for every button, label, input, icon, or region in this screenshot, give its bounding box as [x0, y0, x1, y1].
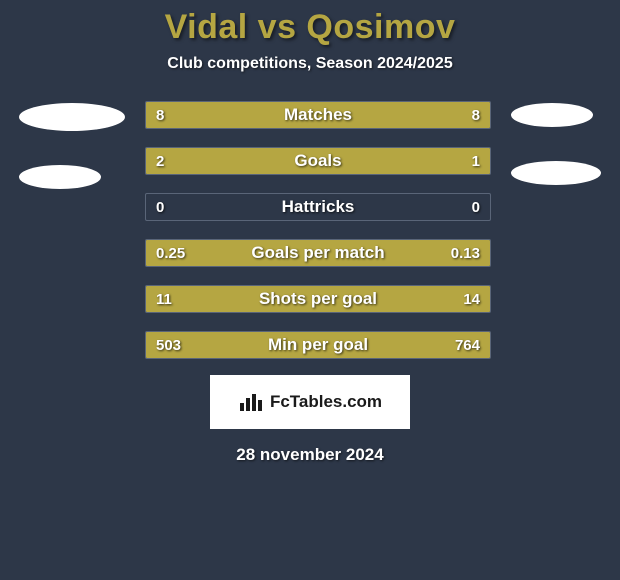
brand-text: FcTables.com [270, 392, 382, 412]
comparison-bars: 88Matches21Goals00Hattricks0.250.13Goals… [145, 101, 491, 359]
stat-bar-row: 21Goals [145, 147, 491, 175]
bars-chart-icon [238, 391, 264, 413]
stat-bar-row: 503764Min per goal [145, 331, 491, 359]
bar-value-right: 764 [455, 332, 480, 358]
player-ellipse [19, 103, 125, 131]
brand-box: FcTables.com [210, 375, 410, 429]
bar-fill-left [146, 148, 376, 174]
bar-value-right: 8 [472, 102, 480, 128]
bar-value-left: 0 [156, 194, 164, 220]
bar-value-left: 503 [156, 332, 181, 358]
player-ellipse [511, 103, 593, 127]
page-title: Vidal vs Qosimov [165, 8, 456, 47]
bar-fill-left [146, 286, 339, 312]
date-text: 28 november 2024 [236, 445, 383, 465]
bar-label: Hattricks [146, 194, 490, 220]
bar-value-right: 0.13 [451, 240, 480, 266]
player-ellipse [511, 161, 601, 185]
stat-bar-row: 88Matches [145, 101, 491, 129]
content-row: 88Matches21Goals00Hattricks0.250.13Goals… [0, 101, 620, 359]
bar-value-right: 0 [472, 194, 480, 220]
stat-bar-row: 0 0Hattricks [145, 193, 491, 221]
stat-bar-row: 1114Shots per goal [145, 285, 491, 313]
left-ellipses-group [19, 103, 125, 189]
bar-value-right: 14 [463, 286, 480, 312]
bar-fill-right [318, 102, 490, 128]
bar-fill-left [146, 102, 318, 128]
subtitle: Club competitions, Season 2024/2025 [167, 55, 452, 73]
player-ellipse [19, 165, 101, 189]
right-ellipses-group [511, 103, 601, 185]
infographic-container: Vidal vs Qosimov Club competitions, Seas… [0, 0, 620, 580]
stat-bar-row: 0.250.13Goals per match [145, 239, 491, 267]
bar-value-left: 0.25 [156, 240, 185, 266]
bar-value-left: 2 [156, 148, 164, 174]
bar-value-left: 11 [156, 286, 172, 312]
bar-value-left: 8 [156, 102, 164, 128]
bar-value-right: 1 [472, 148, 480, 174]
